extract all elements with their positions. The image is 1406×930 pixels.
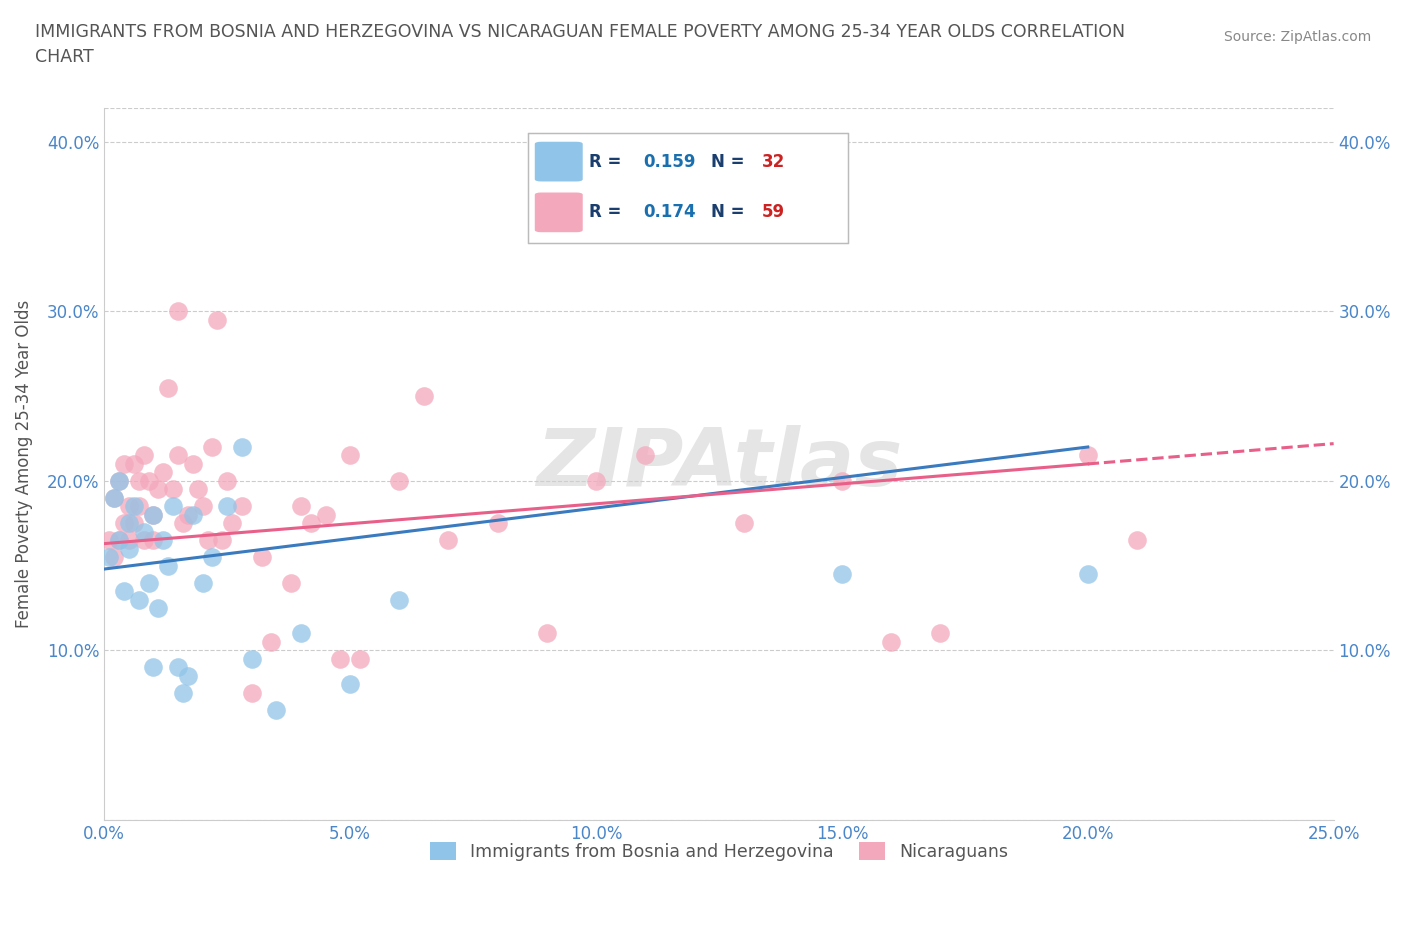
Point	[207, 312, 229, 327]
Point	[536, 626, 558, 641]
Point	[191, 498, 214, 513]
Point	[103, 550, 125, 565]
Point	[132, 533, 155, 548]
Point	[118, 516, 141, 531]
Point	[108, 533, 131, 548]
Point	[221, 516, 243, 531]
Point	[1126, 533, 1149, 548]
Point	[108, 473, 131, 488]
Point	[315, 508, 337, 523]
Point	[266, 702, 288, 717]
Point	[132, 525, 155, 539]
Point	[191, 575, 214, 590]
Point	[231, 498, 253, 513]
Point	[142, 508, 165, 523]
Point	[177, 508, 200, 523]
Point	[733, 516, 755, 531]
Text: Source: ZipAtlas.com: Source: ZipAtlas.com	[1223, 30, 1371, 44]
Point	[132, 448, 155, 463]
Point	[211, 533, 233, 548]
Point	[217, 473, 239, 488]
Point	[122, 457, 145, 472]
Point	[112, 457, 135, 472]
Point	[1077, 448, 1099, 463]
Point	[299, 516, 322, 531]
Point	[585, 473, 607, 488]
Point	[172, 516, 194, 531]
Point	[118, 533, 141, 548]
Point	[831, 473, 853, 488]
Point	[177, 669, 200, 684]
Point	[181, 508, 204, 523]
Point	[138, 575, 160, 590]
Point	[240, 685, 263, 700]
Point	[412, 389, 434, 404]
Point	[240, 651, 263, 666]
Point	[162, 498, 184, 513]
Point	[128, 592, 150, 607]
Point	[98, 533, 121, 548]
Point	[148, 482, 170, 497]
Point	[187, 482, 209, 497]
Point	[118, 498, 141, 513]
Point	[329, 651, 352, 666]
Point	[118, 541, 141, 556]
Point	[108, 533, 131, 548]
Point	[167, 448, 190, 463]
Point	[172, 685, 194, 700]
Point	[280, 575, 302, 590]
Point	[339, 448, 361, 463]
Point	[112, 584, 135, 599]
Point	[339, 677, 361, 692]
Point	[103, 490, 125, 505]
Point	[122, 516, 145, 531]
Point	[122, 498, 145, 513]
Point	[128, 473, 150, 488]
Point	[634, 448, 657, 463]
Point	[201, 440, 224, 455]
Point	[880, 634, 903, 649]
Point	[167, 660, 190, 675]
Point	[437, 533, 460, 548]
Point	[108, 473, 131, 488]
Point	[138, 473, 160, 488]
Point	[260, 634, 283, 649]
Point	[152, 533, 174, 548]
Point	[388, 473, 411, 488]
Text: ZIPAtlas: ZIPAtlas	[536, 425, 903, 503]
Point	[197, 533, 219, 548]
Point	[929, 626, 952, 641]
Y-axis label: Female Poverty Among 25-34 Year Olds: Female Poverty Among 25-34 Year Olds	[15, 299, 32, 628]
Point	[148, 601, 170, 616]
Point	[142, 533, 165, 548]
Point	[152, 465, 174, 480]
Point	[486, 516, 509, 531]
Point	[250, 550, 273, 565]
Point	[98, 550, 121, 565]
Text: IMMIGRANTS FROM BOSNIA AND HERZEGOVINA VS NICARAGUAN FEMALE POVERTY AMONG 25-34 : IMMIGRANTS FROM BOSNIA AND HERZEGOVINA V…	[35, 23, 1125, 66]
Point	[388, 592, 411, 607]
Point	[349, 651, 371, 666]
Point	[112, 516, 135, 531]
Point	[231, 440, 253, 455]
Point	[128, 498, 150, 513]
Point	[201, 550, 224, 565]
Point	[103, 490, 125, 505]
Point	[181, 457, 204, 472]
Point	[290, 626, 312, 641]
Point	[162, 482, 184, 497]
Point	[831, 566, 853, 581]
Point	[217, 498, 239, 513]
Point	[142, 660, 165, 675]
Point	[290, 498, 312, 513]
Point	[1077, 566, 1099, 581]
Point	[167, 304, 190, 319]
Point	[142, 508, 165, 523]
Point	[157, 558, 180, 573]
Point	[157, 380, 180, 395]
Legend: Immigrants from Bosnia and Herzegovina, Nicaraguans: Immigrants from Bosnia and Herzegovina, …	[423, 835, 1015, 869]
